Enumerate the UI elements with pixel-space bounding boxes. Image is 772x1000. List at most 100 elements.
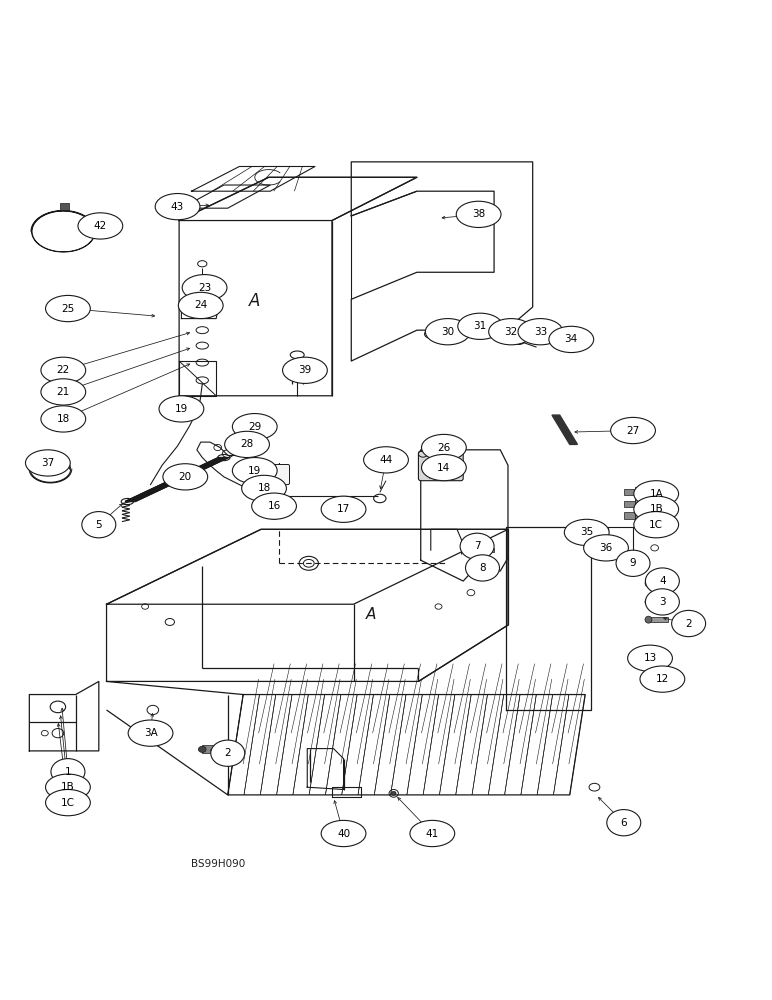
Ellipse shape [159,396,204,422]
Text: 17: 17 [337,504,350,514]
Text: 14: 14 [437,463,451,473]
Text: 33: 33 [533,327,547,337]
Ellipse shape [46,774,90,800]
Ellipse shape [634,481,679,507]
Bar [56,458,63,463]
Text: 1B: 1B [649,504,663,514]
Bar [648,656,668,661]
Ellipse shape [41,357,86,383]
Text: 7: 7 [474,541,480,551]
Ellipse shape [128,720,173,746]
Ellipse shape [564,519,609,546]
Text: 31: 31 [473,321,487,331]
Ellipse shape [364,447,408,473]
Ellipse shape [634,512,679,538]
Ellipse shape [410,820,455,847]
Text: 1B: 1B [61,782,75,792]
Ellipse shape [232,414,277,440]
Ellipse shape [611,417,655,444]
Ellipse shape [321,820,366,847]
Text: 6: 6 [621,818,627,828]
Ellipse shape [634,496,679,522]
Text: 8: 8 [479,563,486,573]
Bar [624,501,645,507]
Ellipse shape [198,746,206,752]
Text: 1C: 1C [61,798,75,808]
Ellipse shape [78,213,123,239]
Ellipse shape [645,598,652,605]
Ellipse shape [425,319,470,345]
Text: 38: 38 [472,209,486,219]
Bar [202,745,227,753]
Text: 42: 42 [93,221,107,231]
Text: 19: 19 [174,404,188,414]
Text: 40: 40 [337,829,350,839]
Ellipse shape [46,790,90,816]
Ellipse shape [321,496,366,522]
Polygon shape [552,415,577,444]
Text: 39: 39 [298,365,312,375]
Ellipse shape [283,357,327,383]
Text: 37: 37 [41,458,55,468]
Bar [648,600,668,604]
Text: 32: 32 [504,327,518,337]
FancyBboxPatch shape [265,464,290,485]
Ellipse shape [422,454,466,481]
Text: 3A: 3A [144,728,157,738]
Ellipse shape [422,434,466,461]
Text: 2: 2 [686,619,692,629]
Ellipse shape [232,458,277,484]
Text: 20: 20 [178,472,192,482]
Ellipse shape [41,379,86,405]
Ellipse shape [25,450,70,476]
Ellipse shape [460,533,494,559]
Ellipse shape [645,616,652,623]
FancyBboxPatch shape [418,451,463,481]
Ellipse shape [645,655,652,662]
Text: 5: 5 [96,520,102,530]
Ellipse shape [640,666,685,692]
Text: 16: 16 [267,501,281,511]
Ellipse shape [391,791,396,795]
Text: 2: 2 [225,748,231,758]
Ellipse shape [51,759,85,785]
Text: 21: 21 [56,387,70,397]
Text: 18: 18 [257,483,271,493]
Ellipse shape [46,295,90,322]
Ellipse shape [645,580,652,587]
Ellipse shape [82,512,116,538]
Ellipse shape [211,740,245,766]
Bar [635,487,642,529]
Text: 25: 25 [61,304,75,314]
Text: 24: 24 [194,300,208,310]
Ellipse shape [645,676,652,683]
Text: A: A [365,607,376,622]
Bar [477,548,494,552]
Polygon shape [125,458,229,502]
Text: 9: 9 [630,558,636,568]
Ellipse shape [672,610,706,637]
Text: 43: 43 [171,202,185,212]
Text: 30: 30 [441,327,455,337]
Text: 1A: 1A [649,489,663,499]
Text: 18: 18 [56,414,70,424]
Ellipse shape [616,550,650,576]
Text: 41: 41 [425,829,439,839]
Text: 23: 23 [198,283,212,293]
Ellipse shape [645,589,679,615]
Ellipse shape [607,810,641,836]
Text: 1: 1 [65,767,71,777]
Ellipse shape [645,568,679,594]
Ellipse shape [252,493,296,519]
Ellipse shape [182,275,227,301]
Ellipse shape [225,431,269,458]
Bar [648,581,668,586]
Text: 4: 4 [659,576,665,586]
Text: 19: 19 [248,466,262,476]
Ellipse shape [41,406,86,432]
Ellipse shape [178,292,223,319]
Text: 13: 13 [643,653,657,663]
Bar [624,512,645,519]
Ellipse shape [155,194,200,220]
Text: 27: 27 [626,426,640,436]
